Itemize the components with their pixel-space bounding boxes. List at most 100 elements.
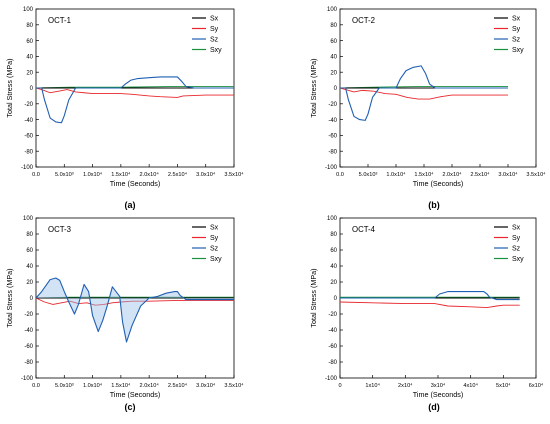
panel-annotation: OCT-1 — [48, 16, 71, 25]
x-tick-label: 3.5x10⁴ — [526, 171, 546, 178]
series-fill-sz — [36, 278, 234, 342]
x-axis-title: Time (Seconds) — [413, 390, 463, 399]
legend-label-sy: Sy — [210, 26, 219, 33]
series-line-sy — [340, 301, 520, 309]
y-tick-label: -40 — [24, 328, 33, 334]
legend-label-sz: Sz — [512, 37, 521, 44]
y-tick-label: 100 — [327, 7, 338, 13]
legend-label-sy: Sy — [512, 26, 521, 33]
x-tick-label: 3.5x10⁴ — [224, 171, 244, 178]
legend: Sx Sy Sz Sxy — [192, 225, 222, 263]
series-line-sxy — [36, 85, 234, 89]
x-tick-label: 5.0x10³ — [359, 172, 378, 178]
legend-label-sx: Sx — [210, 16, 219, 23]
y-tick-label: 60 — [330, 248, 337, 254]
y-tick-label: 20 — [330, 70, 337, 76]
y-tick-label: -40 — [328, 328, 337, 334]
series-line-sy — [340, 87, 508, 100]
y-tick-label: 80 — [330, 23, 337, 29]
y-tick-label: 20 — [330, 280, 337, 286]
x-tick-label: 0.0 — [32, 172, 40, 178]
x-axis-title: Time (Seconds) — [110, 179, 160, 188]
panel-label: (c) — [125, 402, 136, 412]
y-tick-label: -100 — [21, 376, 34, 382]
series-line-sy — [36, 297, 234, 306]
y-tick-label: -20 — [24, 102, 33, 108]
x-tick-label: 1.5x10⁴ — [111, 382, 131, 389]
legend-label-sxy: Sxy — [512, 47, 524, 54]
legend-label-sxy: Sxy — [210, 47, 222, 54]
chart-panel-4: -100 -80 -60 -40 -20 0 20 40 60 80 100 0 1x10⁴ 2x10⁴ 3… — [309, 216, 544, 412]
y-tick-label: -20 — [328, 102, 337, 108]
y-tick-label: 100 — [327, 216, 338, 222]
y-tick-label: 0 — [334, 86, 338, 92]
y-tick-label: 60 — [26, 248, 33, 254]
y-tick-label: 0 — [30, 86, 34, 92]
y-tick-label: -60 — [24, 134, 33, 140]
legend-label-sz: Sz — [512, 246, 521, 253]
y-tick-label: 100 — [23, 7, 34, 13]
x-tick-label: 1.0x10⁴ — [83, 382, 103, 389]
x-tick-label: 2.0x10⁴ — [442, 171, 462, 178]
x-tick-label: 2.0x10⁴ — [140, 171, 160, 178]
x-tick-label: 2.5x10⁴ — [168, 382, 188, 389]
series-line-sz — [340, 291, 520, 301]
x-tick-label: 3.0x10⁴ — [498, 171, 518, 178]
legend: Sx Sy Sz Sxy — [192, 16, 222, 54]
series-lines — [36, 76, 234, 124]
x-tick-label: 1.5x10⁴ — [414, 171, 434, 178]
panel-annotation: OCT-3 — [48, 225, 71, 234]
x-tick-label: 2.5x10⁴ — [470, 171, 490, 178]
legend-label-sxy: Sxy — [210, 256, 222, 263]
panel-label: (b) — [428, 200, 440, 210]
y-tick-label: 80 — [26, 23, 33, 29]
y-tick-label: 20 — [26, 70, 33, 76]
x-tick-label: 3.5x10⁴ — [224, 382, 244, 389]
x-tick-label: 3.0x10⁴ — [196, 382, 216, 389]
y-tick-label: -20 — [24, 312, 33, 318]
legend-label-sxy: Sxy — [512, 256, 524, 263]
chart-panel-1: -100 -80 -60 -40 -20 0 20 40 60 80 100 0.0 5.0x10³ 1.… — [5, 7, 244, 210]
x-tick-label: 5x10⁴ — [496, 382, 511, 389]
x-tick-label: 5.0x10³ — [55, 383, 74, 389]
y-tick-label: -60 — [24, 344, 33, 350]
x-tick-label: 2x10⁴ — [398, 382, 413, 389]
legend-label-sz: Sz — [210, 37, 219, 44]
y-tick-label: -60 — [328, 344, 337, 350]
y-tick-label: -80 — [24, 360, 33, 366]
x-axis-title: Time (Seconds) — [110, 390, 160, 399]
y-tick-label: -100 — [21, 165, 34, 171]
series-line-sz — [36, 76, 234, 124]
x-tick-label: 0.0 — [32, 383, 40, 389]
series-line-sz — [36, 277, 234, 343]
legend-label-sy: Sy — [210, 235, 219, 242]
series-lines — [340, 291, 520, 309]
x-tick-label: 6x10⁴ — [529, 382, 544, 389]
panel-annotation: OCT-4 — [352, 225, 376, 234]
y-axis-title: Total Stress (MPa) — [5, 58, 14, 117]
legend-label-sx: Sx — [210, 225, 219, 232]
legend-label-sx: Sx — [512, 225, 521, 232]
y-tick-label: 80 — [330, 232, 337, 238]
x-tick-label: 2.5x10⁴ — [168, 171, 188, 178]
y-tick-label: -60 — [328, 134, 337, 140]
series-lines — [36, 277, 234, 343]
y-tick-label: -80 — [328, 149, 337, 155]
y-tick-label: 60 — [330, 39, 337, 45]
legend: Sx Sy Sz Sxy — [494, 225, 524, 263]
legend-label-sz: Sz — [210, 246, 219, 253]
x-tick-label: 2.0x10⁴ — [140, 382, 160, 389]
y-tick-label: -40 — [24, 118, 33, 124]
legend-label-sx: Sx — [512, 16, 521, 23]
y-tick-label: -100 — [325, 165, 338, 171]
x-tick-label: 1.5x10⁴ — [111, 171, 131, 178]
series-line-sy — [36, 87, 234, 98]
y-tick-label: -20 — [328, 312, 337, 318]
panel-label: (a) — [125, 200, 136, 210]
y-tick-label: 20 — [26, 280, 33, 286]
x-tick-label: 4x10⁴ — [463, 382, 478, 389]
y-tick-label: -80 — [24, 149, 33, 155]
x-axis-title: Time (Seconds) — [413, 179, 463, 188]
x-tick-label: 3.0x10⁴ — [196, 171, 216, 178]
